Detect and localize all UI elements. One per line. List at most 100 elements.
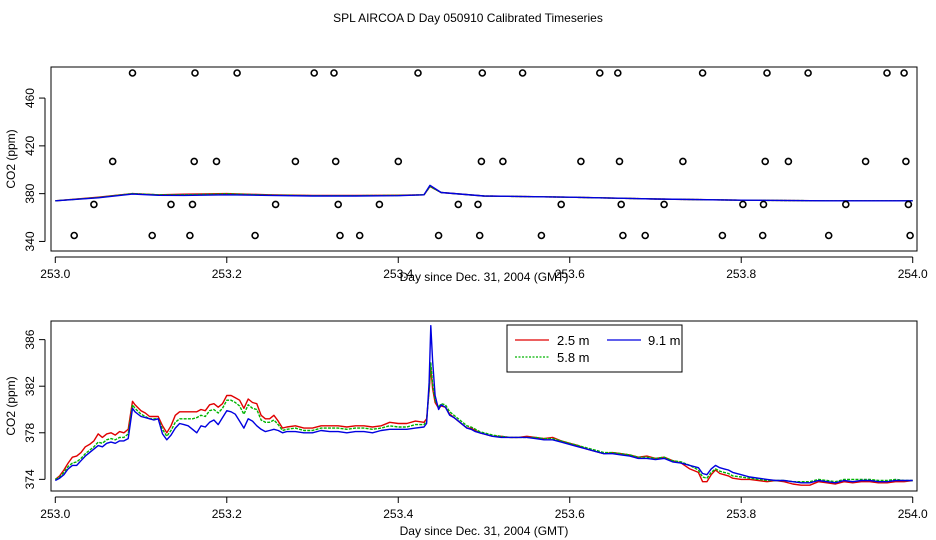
top-x-tick-label: 253.6 [555, 267, 585, 281]
calibration-point [904, 200, 913, 209]
top-y-axis-label: CO2 (ppm) [4, 129, 18, 188]
calibration-point [617, 200, 626, 209]
calibration-point [475, 231, 484, 240]
calibration-point [251, 231, 259, 240]
calibration-point [394, 157, 403, 166]
calibration-point [190, 157, 198, 166]
top-series-lines [55, 184, 913, 202]
bottom-y-tick-label: 374 [23, 469, 37, 489]
legend-box [506, 324, 683, 373]
calibration-point [331, 157, 340, 166]
calibration-point [291, 157, 300, 166]
calibration-point [434, 231, 443, 240]
calibration-point [763, 69, 771, 77]
bottom-x-tick-label: 253.6 [555, 507, 585, 521]
calibration-point [233, 69, 241, 77]
bottom-series-5.8m [54, 362, 913, 483]
top-x-tick-label: 253.4 [383, 267, 413, 281]
top-series-9.1m [55, 184, 913, 202]
legend-label-9.1m: 9.1 m [648, 333, 681, 348]
bottom-y-tick-label: 378 [23, 422, 37, 442]
top-y-tick-label: 340 [23, 231, 37, 251]
calibration-point [474, 200, 482, 209]
calibration-point [108, 157, 117, 166]
calibration-point [271, 200, 280, 209]
legend-label-2.5m: 2.5 m [557, 333, 590, 348]
figure-title: SPL AIRCOA D Day 050910 Calibrated Times… [333, 11, 603, 25]
bottom-series-2.5m [54, 366, 913, 486]
bottom-x-ticks: 253.0 253.2 253.4 253.6 253.8 254.0 [40, 496, 928, 521]
bottom-panel: 253.0 253.2 253.4 253.6 253.8 254.0 374 378 382… [4, 320, 928, 538]
calibration-point [906, 231, 914, 240]
calibration-point [613, 69, 622, 77]
calibration-point [355, 231, 364, 240]
bottom-x-tick-label: 253.8 [726, 507, 756, 521]
top-plot-frame [50, 66, 918, 252]
top-x-tick-label: 253.8 [726, 267, 756, 281]
calibration-point [537, 231, 546, 240]
calibration-point [375, 200, 384, 209]
top-y-tick-label: 420 [23, 136, 37, 156]
calibration-point [698, 69, 707, 77]
calibration-point [334, 200, 343, 209]
calibration-point [191, 69, 199, 77]
calibration-point [310, 69, 319, 77]
top-calibration-markers [70, 69, 914, 240]
calibration-point [167, 200, 175, 209]
calibration-point [336, 231, 344, 240]
calibration-point [883, 69, 891, 77]
legend-label-5.8m: 5.8 m [557, 350, 590, 365]
bottom-x-tick-label: 253.0 [40, 507, 70, 521]
bottom-x-tick-label: 254.0 [898, 507, 928, 521]
calibration-point [518, 69, 527, 77]
calibration-point [186, 231, 194, 240]
top-x-ticks: 253.0 253.2 253.4 253.6 253.8 254.0 [40, 256, 928, 281]
top-x-axis-label: Day since Dec. 31, 2004 (GMT) [400, 270, 569, 284]
calibration-point [212, 157, 221, 166]
bottom-y-ticks: 374 378 382 386 [23, 329, 46, 489]
calibration-point [454, 200, 463, 209]
top-y-tick-label: 380 [23, 183, 37, 203]
bottom-x-tick-label: 253.4 [383, 507, 413, 521]
calibration-point [619, 231, 627, 240]
top-y-ticks: 340 380 420 460 [23, 88, 46, 251]
calibration-point [595, 69, 604, 77]
calibration-point [478, 69, 487, 77]
calibration-point [148, 231, 156, 240]
bottom-series-lines [54, 325, 913, 486]
calibration-point [761, 157, 770, 166]
calibration-point [499, 157, 507, 166]
bottom-y-tick-label: 386 [23, 329, 37, 349]
top-x-tick-label: 254.0 [898, 267, 928, 281]
calibration-point [128, 69, 137, 77]
top-x-tick-label: 253.2 [212, 267, 242, 281]
calibration-point [414, 69, 422, 77]
calibration-point [330, 69, 338, 77]
calibration-point [739, 200, 747, 209]
bottom-series-9.1m [54, 325, 913, 484]
calibration-point [577, 157, 585, 166]
calibration-point [824, 231, 833, 240]
top-y-tick-label: 460 [23, 88, 37, 108]
bottom-x-axis-label: Day since Dec. 31, 2004 (GMT) [400, 524, 569, 538]
calibration-point [660, 200, 668, 209]
calibration-point [784, 157, 793, 166]
calibration-point [861, 157, 870, 166]
calibration-point [841, 200, 850, 209]
calibration-point [188, 200, 197, 209]
calibration-point [615, 157, 624, 166]
top-panel: 253.0 253.2 253.4 253.6 253.8 254.0 340 380 420… [4, 66, 928, 284]
calibration-point [902, 157, 910, 166]
bottom-y-tick-label: 382 [23, 376, 37, 396]
top-series-2.5m [55, 185, 913, 202]
calibration-point [759, 200, 768, 209]
calibration-point [804, 69, 812, 77]
calibration-point [758, 231, 767, 240]
calibration-point [557, 200, 566, 209]
calibration-point [900, 69, 908, 77]
calibration-point [477, 157, 486, 166]
calibration-point [641, 231, 650, 240]
calibration-point [70, 231, 78, 240]
bottom-y-axis-label: CO2 (ppm) [4, 376, 18, 435]
